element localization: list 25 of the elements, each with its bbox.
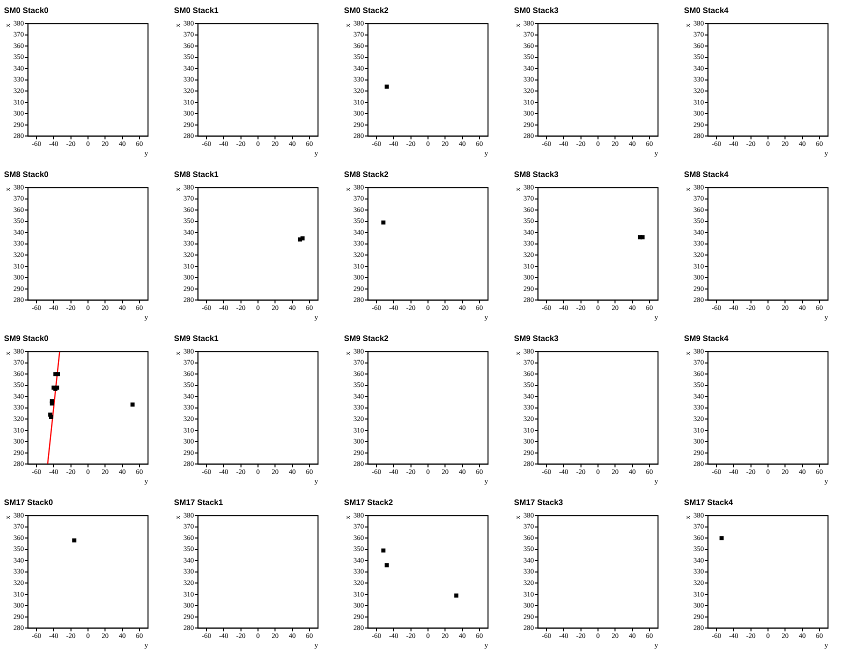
chart-title: SM0 Stack2 xyxy=(344,6,390,16)
point xyxy=(384,563,389,568)
chart-title: SM9 Stack3 xyxy=(514,334,560,344)
point xyxy=(130,402,135,407)
chart-title: SM0 Stack1 xyxy=(174,6,220,16)
chart-title: SM9 Stack2 xyxy=(344,334,390,344)
chart-title: SM8 Stack4 xyxy=(684,170,730,180)
chart-title: SM17 Stack4 xyxy=(684,498,734,508)
chart-title: SM8 Stack0 xyxy=(4,170,50,180)
chart-title: SM0 Stack3 xyxy=(514,6,560,16)
chart-title: SM8 Stack1 xyxy=(174,170,220,180)
chart-title: SM8 Stack2 xyxy=(344,170,390,180)
chart-title: SM0 Stack0 xyxy=(4,6,50,16)
chart-title: SM9 Stack4 xyxy=(684,334,730,344)
chart-title: SM17 Stack2 xyxy=(344,498,394,508)
point xyxy=(454,593,458,598)
point xyxy=(56,372,60,376)
chart-title: SM0 Stack4 xyxy=(684,6,730,16)
chart-title: SM17 Stack0 xyxy=(4,498,54,508)
point xyxy=(381,548,386,553)
chart-title: SM8 Stack3 xyxy=(514,170,560,180)
chart-title: SM9 Stack1 xyxy=(174,334,220,344)
chart-title: SM17 Stack1 xyxy=(174,498,224,508)
chart-title: SM17 Stack3 xyxy=(514,498,564,508)
chart-title: SM9 Stack0 xyxy=(4,334,50,344)
